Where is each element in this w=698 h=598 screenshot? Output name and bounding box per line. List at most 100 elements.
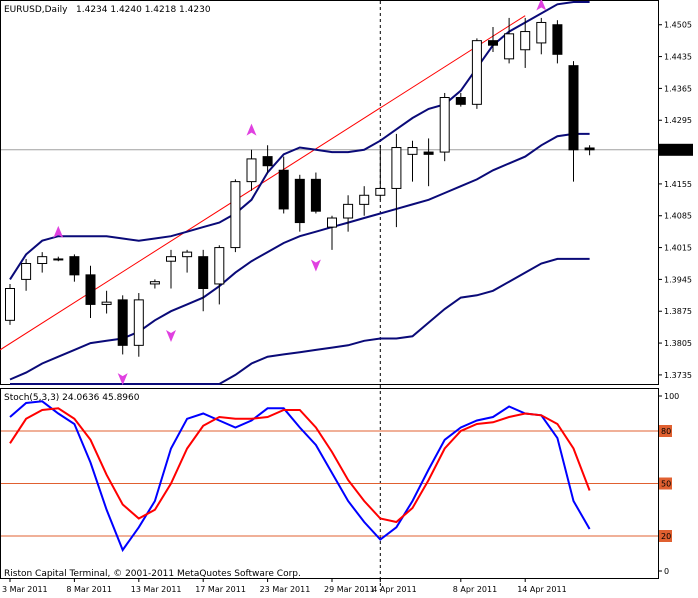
candle — [504, 17, 515, 64]
candle — [375, 145, 386, 200]
candle-body — [310, 178, 321, 212]
candle — [37, 252, 48, 273]
candle — [488, 27, 498, 53]
candle — [294, 174, 305, 232]
candle-body — [504, 33, 515, 60]
current-price-marker: 1.4230 — [659, 143, 693, 156]
bollinger-middle-band — [9, 132, 590, 381]
candle-body — [214, 247, 225, 285]
price-tick-label: 1.4085 — [664, 212, 692, 221]
candle — [327, 215, 337, 250]
down-arrow — [310, 259, 321, 272]
stochastic-tick-label: 100 — [664, 392, 679, 401]
candle — [262, 145, 273, 173]
candle-body — [149, 281, 160, 285]
stochastic-level-label: 80 — [661, 427, 671, 436]
candle — [471, 38, 482, 109]
price-tick-label: 1.4435 — [664, 53, 692, 62]
candle — [407, 140, 418, 182]
candle-body — [584, 147, 595, 151]
price-panel-frame — [0, 0, 659, 385]
price-tick-label: 1.4155 — [664, 180, 692, 189]
time-tick-label: 23 Mar 2011 — [260, 585, 311, 594]
candle-body — [552, 24, 563, 55]
candle — [5, 283, 15, 325]
candle-body — [166, 256, 176, 262]
up-arrow — [53, 225, 64, 238]
stochastic-level-marker — [659, 425, 672, 437]
time-tick-label: 13 Mar 2011 — [131, 585, 182, 594]
candle-body — [182, 251, 193, 258]
time-tick-label: 14 Apr 2011 — [517, 585, 566, 594]
candle — [214, 245, 225, 305]
candle-body — [53, 258, 64, 261]
time-tick-label: 3 Mar 2011 — [2, 585, 48, 594]
candle — [21, 258, 32, 291]
stochastic-panel-frame — [0, 388, 659, 579]
candle — [85, 265, 96, 319]
candle-body — [375, 187, 386, 196]
candle — [520, 17, 531, 68]
bollinger-lower-band — [10, 257, 590, 385]
time-tick-label: 29 Mar 2011 — [324, 585, 375, 594]
candle — [423, 138, 434, 187]
up-arrow — [536, 0, 547, 11]
candle-body — [246, 158, 257, 183]
candle-body — [423, 151, 434, 155]
price-tick-label: 1.3945 — [664, 275, 692, 284]
candle — [584, 145, 595, 156]
time-tick-label: 8 Mar 2011 — [66, 585, 112, 594]
candle — [536, 17, 547, 55]
candle-body — [520, 31, 531, 51]
stochastic-axis: 100 0 — [658, 392, 679, 576]
candle — [230, 179, 241, 253]
candle-body — [278, 169, 289, 210]
candle — [391, 133, 402, 228]
candle — [310, 172, 321, 214]
candle-body — [455, 97, 466, 105]
candle — [69, 254, 80, 282]
price-panel[interactable]: 1.45051.44351.43651.42951.42251.41551.40… — [0, 0, 693, 590]
stochastic-level-marker — [659, 530, 672, 542]
candle — [455, 92, 466, 107]
candle — [552, 20, 563, 64]
time-tick-label: 17 Mar 2011 — [195, 585, 246, 594]
candle-body — [327, 217, 337, 228]
candle-body — [359, 194, 370, 205]
candle-body — [85, 274, 96, 305]
candle — [568, 61, 579, 182]
price-tick-label: 1.4365 — [664, 84, 692, 93]
time-tick-label: 8 Apr 2011 — [453, 585, 497, 594]
candle — [439, 92, 450, 162]
candle — [198, 249, 209, 312]
stochastic-label: Stoch(5,3,3) 24.0636 45.8960 — [4, 393, 140, 403]
stochastic-tick-label: 0 — [664, 567, 669, 576]
candle — [53, 256, 64, 262]
stochastic-lines — [9, 400, 591, 553]
signal-arrows — [53, 0, 547, 386]
current-price-marker-label: 1.4230 — [662, 146, 690, 155]
stochastic-panel[interactable]: 80 50 20 100 0 Stoch(5,3,3) 24.0636 45.8960… — [0, 388, 680, 580]
down-arrow — [166, 329, 176, 342]
candlesticks — [5, 17, 595, 357]
time-axis: 3 Mar 2011 8 Mar 2011 13 Mar 2011 17 Mar 20… — [2, 578, 567, 594]
candle — [182, 249, 193, 273]
candle-body — [568, 65, 579, 151]
price-tick-label: 1.3875 — [664, 307, 692, 316]
candle-body — [133, 299, 144, 346]
time-tick-label: 4 Apr 2011 — [372, 585, 416, 594]
symbol-label: EURUSD,Daily — [4, 5, 68, 15]
stochastic-level-marker — [659, 477, 672, 490]
candle — [101, 290, 112, 314]
price-tick-label: 1.4015 — [664, 244, 692, 253]
candle — [359, 186, 370, 216]
candle-body — [230, 181, 241, 249]
down-arrow — [117, 373, 128, 386]
candle — [246, 149, 257, 191]
stochastic-level-label: 20 — [661, 532, 671, 541]
candle-body — [536, 21, 547, 44]
candle-body — [117, 299, 128, 346]
ohlc-label: 1.4234 1.4240 1.4218 1.4230 — [76, 5, 211, 15]
candle-body — [294, 178, 305, 224]
